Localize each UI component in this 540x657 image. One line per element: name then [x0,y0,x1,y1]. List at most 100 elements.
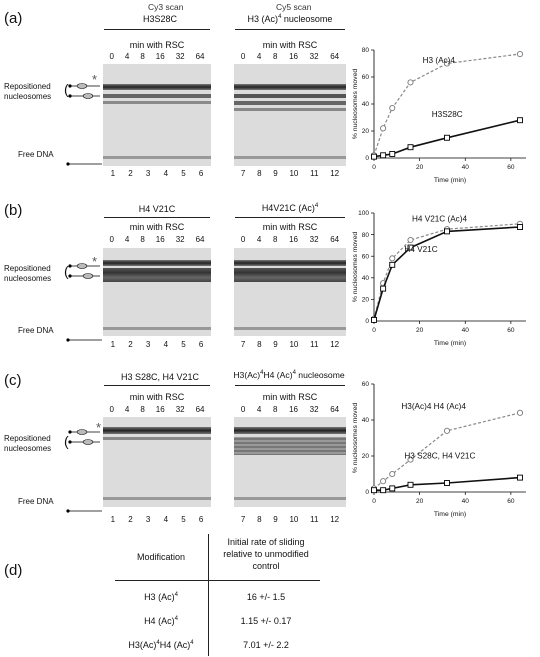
panel-a-right-underline [235,29,345,30]
panel-c-asterisk: * [96,420,102,435]
data-point [443,427,451,434]
panel-a-brace-icon: ( [64,81,69,97]
data-point [407,236,414,244]
panel-b-left-title: H4 V21C [138,204,176,214]
cy5-scan-label: Cy5 scan [276,2,312,12]
panel-a-right-min-label: min with RSC [262,40,318,50]
x-tick-label: 0 [372,498,376,505]
y-axis-label: % nucleosomes moved [352,403,359,473]
table-vertical-rule [208,534,209,656]
panel-a-right-lanes: 7 8 9 10 11 12 [240,169,340,178]
data-point [389,255,396,262]
data-point [444,134,450,141]
series-label: H3S28C [432,110,463,119]
panel-c-left-min-label: min with RSC [129,392,185,402]
data-point [380,285,387,292]
panel-a-right-gel [234,64,346,166]
x-tick-label: 40 [462,164,470,171]
y-tick-label: 80 [362,232,370,239]
panel-c-left-title: H3 S28C, H4 V21C [120,372,200,382]
y-tick-label: 40 [362,275,370,282]
panel-b-right-gel [234,248,346,336]
data-point [517,224,523,230]
x-tick-label: 20 [416,327,424,334]
data-point [444,480,450,486]
panel-b-left-min-label: min with RSC [129,222,185,232]
panel-b-label: (b) [4,202,23,219]
panel-a-left-title: H3S28C [142,14,178,24]
data-point [516,409,524,416]
table-header-rate: Initial rate of sliding relative to unmo… [223,537,309,571]
cy3-scan-label: Cy3 scan [148,2,184,12]
y-tick-label: 60 [362,381,370,388]
y-axis-label: % nucleosomes moved [352,69,359,139]
x-tick-label: 0 [372,327,376,334]
panel-b-right-lanes: 7 8 9 10 11 12 [240,340,340,349]
y-tick-label: 60 [362,74,370,81]
panel-c-right-title: H3(Ac)4H4 (Ac)4 nucleosome [233,370,345,380]
y-tick-label: 20 [362,297,370,304]
x-tick-label: 60 [507,327,515,334]
data-point [516,51,524,58]
panel-d-label: (d) [4,562,23,579]
panel-c-right-gel [234,417,346,507]
panel-b-repositioned-label: Repositioned nucleosomes [4,264,52,283]
panel-b-nucleosome-icons [68,260,102,284]
y-tick-label: 40 [362,101,370,108]
data-point [407,244,414,251]
panel-c-left-underline [104,385,210,386]
data-point [371,487,377,494]
x-axis-label: Time (min) [434,177,466,184]
data-point [444,228,450,235]
data-point [380,152,387,159]
panel-c-brace-icon: ( [64,433,69,449]
y-tick-label: 100 [358,210,369,217]
data-point [407,481,414,488]
y-tick-label: 80 [362,47,370,54]
table-row-3-modification: H3(Ac)4H4 (Ac)4 [128,640,194,650]
y-tick-label: 60 [362,253,370,260]
y-tick-label: 20 [362,453,370,460]
x-axis-label: Time (min) [434,340,466,347]
panel-b-right-underline [235,217,345,218]
panel-a-repositioned-label: Repositioned nucleosomes [4,82,52,101]
data-point [389,485,396,492]
series-label: H3 (Ac)4 [423,56,456,65]
series-line [373,412,521,489]
panel-c-left-lanes: 1 2 3 4 5 6 [110,515,204,524]
series-label: H3 S28C, H4 V21C [404,452,475,461]
panel-b-left-lanes: 1 2 3 4 5 6 [110,340,204,349]
panel-c-free-dna-icon [66,500,102,513]
x-tick-label: 20 [416,498,424,505]
panel-a-free-dna-label: Free DNA [18,150,54,159]
chart-c: 0 20 40 60 0 20 40 60 Time (min) % nucleosomes mo… [352,381,526,518]
chart-b: 0 20 40 60 0 20 40 60 80 100 Time (min) % nucleosom… [352,210,526,347]
series-label: H4 V21C (Ac)4 [412,215,468,224]
panel-b-left-underline [104,217,210,218]
y-tick-label: 0 [365,318,369,325]
panel-b-asterisk: * [92,254,98,269]
data-point [371,153,377,160]
y-axis-label: % nucleosomes moved [352,232,359,302]
panel-c-free-dna-label: Free DNA [18,497,54,506]
panel-a-left-min-label: min with RSC [129,40,185,50]
panel-c-repositioned-label: Repositioned nucleosomes [4,434,52,453]
x-tick-label: 40 [462,327,470,334]
y-tick-label: 40 [362,417,370,424]
y-tick-label: 0 [365,155,369,162]
table-row-2-modification: H4 (Ac)4 [144,616,178,626]
data-point [407,79,414,86]
panel-b-right-min-label: min with RSC [262,222,318,232]
table-header-modification: Modification [136,552,186,562]
y-tick-label: 0 [365,489,369,496]
data-point [407,456,414,463]
x-tick-label: 60 [507,498,515,505]
x-axis-label: Time (min) [434,511,466,518]
panel-b-free-dna-label: Free DNA [18,326,54,335]
panel-b-free-dna-icon [66,329,102,342]
data-point [380,487,387,494]
data-point [371,316,377,323]
panel-a-left-times: 0 4 8 16 32 64 [109,52,205,61]
x-tick-label: 0 [372,164,376,171]
x-tick-label: 40 [462,498,470,505]
